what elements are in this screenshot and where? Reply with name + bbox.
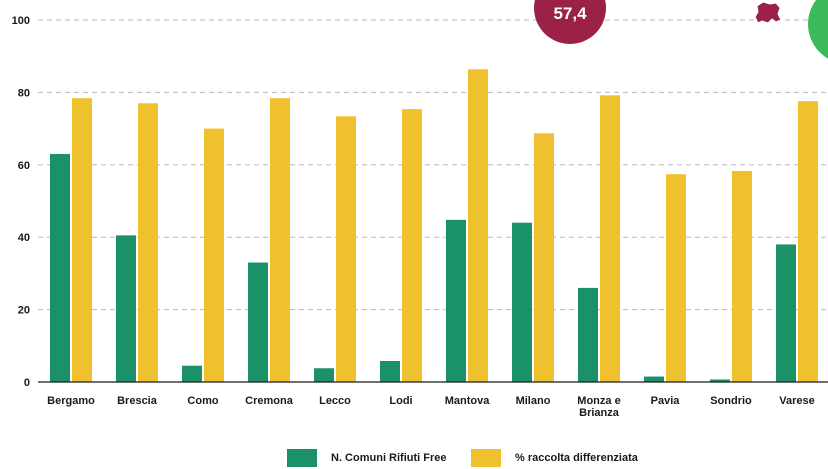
bars — [50, 69, 818, 383]
x-category-label: Como — [187, 395, 218, 407]
region-map-icon — [754, 1, 782, 24]
y-tick-label: 20 — [18, 305, 30, 317]
bar-comuni-rifiuti-free — [446, 219, 466, 382]
bar-comuni-rifiuti-free — [380, 361, 400, 382]
x-category-label: Sondrio — [710, 395, 752, 407]
bar-raccolta-differenziata — [534, 133, 554, 382]
value-badge: 57,4 — [534, 0, 606, 44]
legend-item-raccolta: % raccolta differenziata — [471, 449, 638, 467]
x-axis-labels: Bergamo Brescia Como Cremona Lecco Lodi Mantov… — [47, 395, 815, 419]
y-tick-label: 40 — [18, 232, 30, 244]
bar-raccolta-differenziata — [204, 128, 224, 382]
x-category-label: Brescia — [117, 395, 158, 407]
badge-value: 57,4 — [553, 4, 587, 23]
legend-label-comuni: N. Comuni Rifiuti Free — [331, 452, 447, 464]
x-category-label: Milano — [516, 395, 551, 407]
x-category-label: Cremona — [245, 395, 294, 407]
y-tick-label: 80 — [18, 87, 30, 99]
x-category-label: Lecco — [319, 395, 351, 407]
bar-raccolta-differenziata — [798, 101, 818, 382]
x-category-label: Varese — [779, 395, 814, 407]
bar-comuni-rifiuti-free — [644, 376, 664, 382]
y-tick-label: 100 — [12, 15, 30, 27]
y-tick-label: 0 — [24, 377, 30, 389]
legend-label-raccolta: % raccolta differenziata — [515, 452, 638, 464]
bar-raccolta-differenziata — [72, 98, 92, 382]
x-category-label: Bergamo — [47, 395, 95, 407]
green-circle-decoration — [808, 0, 828, 59]
bar-comuni-rifiuti-free — [512, 222, 532, 382]
legend-swatch-green — [287, 449, 317, 467]
badge-circle — [534, 0, 606, 44]
bar-raccolta-differenziata — [138, 103, 158, 382]
bar-raccolta-differenziata — [336, 116, 356, 383]
x-category-label: Monza e Brianza — [577, 395, 620, 419]
bar-comuni-rifiuti-free — [578, 287, 598, 382]
bar-raccolta-differenziata — [666, 174, 686, 382]
gridlines — [38, 19, 828, 311]
bar-comuni-rifiuti-free — [248, 262, 268, 382]
bar-comuni-rifiuti-free — [182, 365, 202, 382]
legend-item-comuni: N. Comuni Rifiuti Free — [287, 449, 447, 467]
x-category-label: Lodi — [389, 395, 412, 407]
bar-raccolta-differenziata — [402, 109, 422, 382]
y-axis-ticks: 0 20 40 60 80 100 — [12, 15, 30, 389]
bar-raccolta-differenziata — [732, 170, 752, 382]
bar-comuni-rifiuti-free — [710, 379, 730, 382]
legend: N. Comuni Rifiuti Free % raccolta differ… — [0, 449, 828, 469]
bar-chart: 0 20 40 60 80 100 Bergamo Brescia Como Cremona Le… — [12, 0, 828, 419]
bar-comuni-rifiuti-free — [50, 153, 70, 382]
bar-raccolta-differenziata — [270, 98, 290, 382]
bar-comuni-rifiuti-free — [314, 368, 334, 382]
x-category-label: Mantova — [445, 395, 491, 407]
bar-raccolta-differenziata — [600, 95, 620, 383]
y-tick-label: 60 — [18, 160, 30, 172]
bar-comuni-rifiuti-free — [776, 244, 796, 382]
legend-swatch-yellow — [471, 449, 501, 467]
x-category-label: Pavia — [651, 395, 681, 407]
bar-raccolta-differenziata — [468, 69, 488, 383]
bar-comuni-rifiuti-free — [116, 235, 136, 382]
